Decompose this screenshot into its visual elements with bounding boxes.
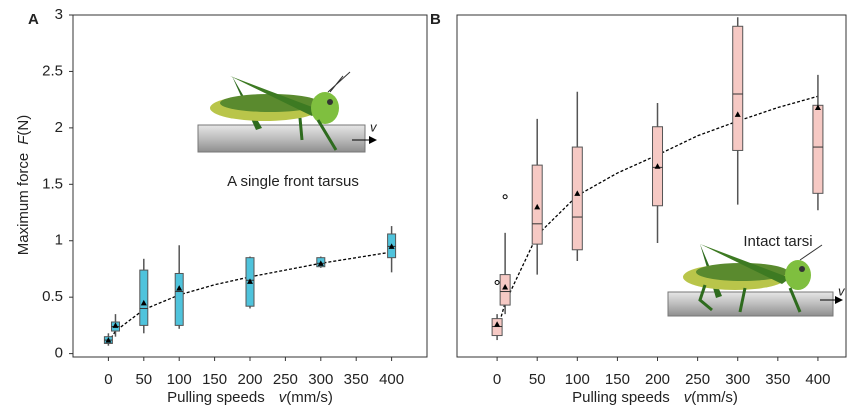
box <box>732 25 744 151</box>
x-label-text: Pulling speeds <box>572 389 670 406</box>
outlier <box>502 194 508 200</box>
box <box>174 272 184 326</box>
box <box>491 318 503 337</box>
x-tick-label: 250 <box>685 371 710 388</box>
x-tick-label: 50 <box>529 371 546 388</box>
mean-marker <box>112 322 119 328</box>
x-axis-label: Pulling speeds v(mm/s) <box>167 389 333 406</box>
annotation: A single front tarsus <box>227 173 359 190</box>
x-tick-label: 300 <box>725 371 750 388</box>
x-tick-label: 400 <box>805 371 830 388</box>
box <box>499 274 511 306</box>
x-tick-label: 150 <box>605 371 630 388</box>
outlier <box>494 280 500 286</box>
x-label-unit: (mm/s) <box>691 389 738 406</box>
y-label-text: Maximum force <box>15 153 32 256</box>
mean-marker <box>105 337 112 343</box>
y-tick-label: 1.5 <box>42 175 63 192</box>
illustration-a <box>197 71 377 153</box>
box <box>571 146 583 251</box>
fit-curve <box>496 95 819 332</box>
mean-marker <box>140 299 147 306</box>
x-axis-label: Pulling speeds v(mm/s) <box>572 389 738 406</box>
x-label-unit: (mm/s) <box>286 389 333 406</box>
box <box>812 104 824 194</box>
y-tick-label: 1 <box>55 232 63 249</box>
x-tick-label: 250 <box>273 371 298 388</box>
mean-marker <box>814 104 821 111</box>
y-tick-label: 2.5 <box>42 62 63 79</box>
illustration-b <box>667 244 843 317</box>
fit-curve <box>107 251 392 343</box>
plot-frame <box>456 14 847 358</box>
x-tick-label: 0 <box>493 371 501 388</box>
y-label-var: F <box>15 135 32 145</box>
y-label-unit: (N) <box>15 115 32 136</box>
y-axis-label: Maximum force F(N) <box>15 115 32 256</box>
x-label-var: v <box>279 389 288 406</box>
y-tick-label: 0 <box>55 345 63 362</box>
x-tick-label: 200 <box>237 371 262 388</box>
mean-marker <box>654 163 661 169</box>
x-tick-label: 50 <box>135 371 152 388</box>
mean-marker <box>388 243 395 249</box>
annotation: Intact tarsi <box>743 233 812 250</box>
mean-marker <box>247 278 253 284</box>
mean-marker <box>574 190 581 196</box>
x-tick-label: 200 <box>645 371 670 388</box>
x-label-text: Pulling speeds <box>167 389 265 406</box>
mean-marker <box>502 284 509 290</box>
x-tick-label: 300 <box>308 371 333 388</box>
x-tick-label: 350 <box>344 371 369 388</box>
x-tick-label: 350 <box>765 371 790 388</box>
x-label-var: v <box>684 389 693 406</box>
x-tick-label: 0 <box>104 371 112 388</box>
mean-marker <box>317 260 324 266</box>
arrow-label: v <box>838 283 846 298</box>
panel-label: A <box>28 11 39 28</box>
y-tick-label: 0.5 <box>42 288 63 305</box>
mean-marker <box>176 285 183 291</box>
y-tick-label: 3 <box>55 6 63 23</box>
arrow-label: v <box>370 119 378 134</box>
x-tick-label: 100 <box>565 371 590 388</box>
x-tick-label: 150 <box>202 371 227 388</box>
box <box>139 269 149 326</box>
panel-label: B <box>430 11 441 28</box>
mean-marker <box>494 321 501 327</box>
x-tick-label: 400 <box>379 371 404 388</box>
mean-marker <box>534 203 541 210</box>
mean-marker <box>734 111 741 117</box>
x-tick-label: 100 <box>167 371 192 388</box>
y-tick-label: 2 <box>55 119 63 136</box>
